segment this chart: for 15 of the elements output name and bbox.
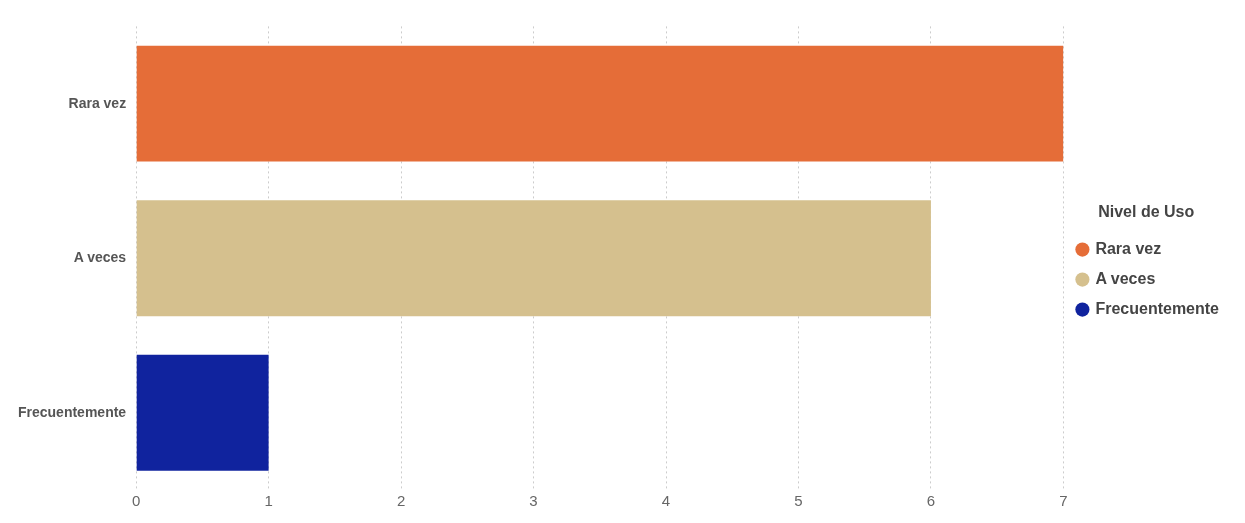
x-tick-label: 1 (264, 492, 273, 510)
x-tick-label: 0 (131, 492, 141, 510)
legend-label: Rara vez (1095, 240, 1162, 258)
x-tick-label: 4 (661, 492, 671, 510)
legend-label: A veces (1095, 270, 1156, 288)
x-tick-label: 3 (529, 492, 538, 510)
y-tick-label: Frecuentemente (17, 403, 127, 420)
legend-label: Frecuentemente (1095, 300, 1220, 318)
x-tick-label: 5 (794, 492, 803, 510)
x-tick-label: 7 (1059, 492, 1068, 510)
legend-title: Nivel de Uso (1098, 202, 1195, 220)
x-tick-label: 2 (396, 492, 406, 510)
y-tick-label: Rara vez (68, 94, 127, 111)
x-tick-label: 6 (926, 492, 936, 510)
y-tick-label: A veces (73, 249, 127, 266)
